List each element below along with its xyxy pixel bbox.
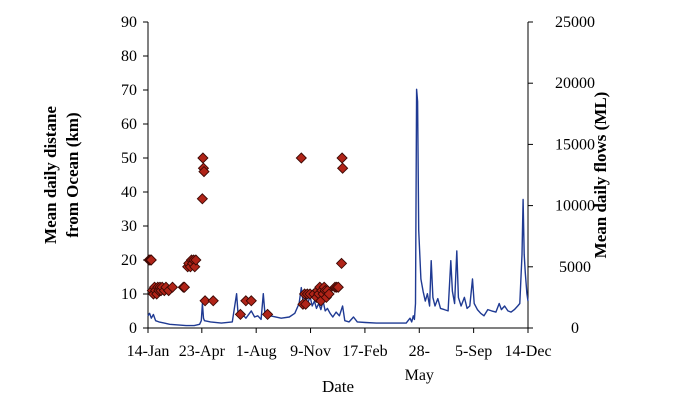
distance-point xyxy=(198,165,210,178)
left-tick-label: 50 xyxy=(121,150,137,167)
distance-point xyxy=(166,281,179,293)
x-tick-label: 9-Nov xyxy=(290,343,331,360)
left-tick-label: 90 xyxy=(121,14,137,31)
distance-point xyxy=(336,152,348,164)
distance-point xyxy=(207,295,219,307)
distance-point xyxy=(197,152,209,164)
x-tick-label: 14-Dec xyxy=(504,343,551,360)
right-tick-label: 15000 xyxy=(555,136,595,153)
left-tick-label: 40 xyxy=(121,184,137,201)
flow-series xyxy=(147,88,529,327)
left-tick-label: 10 xyxy=(121,286,137,303)
distance-point xyxy=(145,254,157,266)
x-tick-label: 14-Jan xyxy=(127,343,170,360)
right-tick-label: 20000 xyxy=(555,75,595,92)
x-tick-label: 5-Sep xyxy=(455,343,492,360)
right-tick-label: 5000 xyxy=(559,259,591,276)
distance-point xyxy=(196,193,208,205)
left-tick-label: 70 xyxy=(121,82,137,99)
distance-point xyxy=(332,281,344,293)
left-axis-ticks: 0 10 20 30 40 50 60 70 80 90 xyxy=(121,14,148,337)
distance-point xyxy=(245,295,257,307)
x-tick-label-continuation: May xyxy=(405,367,434,384)
x-axis-ticks: 14-Jan 23-Apr 1-Aug 9-Nov 17-Feb 28- May 5-Sep 1… xyxy=(127,328,552,384)
distance-point xyxy=(261,308,274,321)
right-axis-ticks: 0 5000 10000 15000 20000 25000 xyxy=(528,14,595,337)
left-tick-label: 80 xyxy=(121,48,137,65)
left-tick-label: 30 xyxy=(121,218,137,235)
plot-frame xyxy=(147,22,529,329)
distance-point xyxy=(199,295,211,307)
distance-point xyxy=(234,308,247,321)
right-tick-label: 0 xyxy=(571,320,579,337)
left-axis-title-line2: from Ocean (km) xyxy=(63,112,82,237)
left-tick-label: 60 xyxy=(121,116,137,133)
distance-point xyxy=(178,281,191,293)
x-tick-label: 28- xyxy=(409,343,430,360)
x-tick-label: 23-Apr xyxy=(179,343,226,360)
axis-titles: Mean daily distane from Ocean (km) Mean da… xyxy=(41,92,610,396)
distance-point xyxy=(295,152,307,164)
distance-point xyxy=(190,254,202,266)
right-axis-title: Mean daily flows (ML) xyxy=(591,92,610,259)
flow-line xyxy=(147,88,529,327)
x-tick-label: 1-Aug xyxy=(236,343,277,360)
distance-point xyxy=(336,162,349,174)
distance-point xyxy=(300,298,312,310)
right-tick-label: 25000 xyxy=(555,14,595,31)
left-tick-label: 20 xyxy=(121,252,137,269)
distance-point xyxy=(335,257,348,270)
distance-point xyxy=(189,261,201,273)
right-tick-label: 10000 xyxy=(555,198,595,215)
distance-point xyxy=(323,288,335,300)
left-axis-title-line1: Mean daily distane xyxy=(41,106,60,244)
x-tick-label: 17-Feb xyxy=(342,343,387,360)
distance-series xyxy=(143,152,349,321)
x-axis-title: Date xyxy=(322,377,354,396)
left-tick-label: 0 xyxy=(129,320,137,337)
